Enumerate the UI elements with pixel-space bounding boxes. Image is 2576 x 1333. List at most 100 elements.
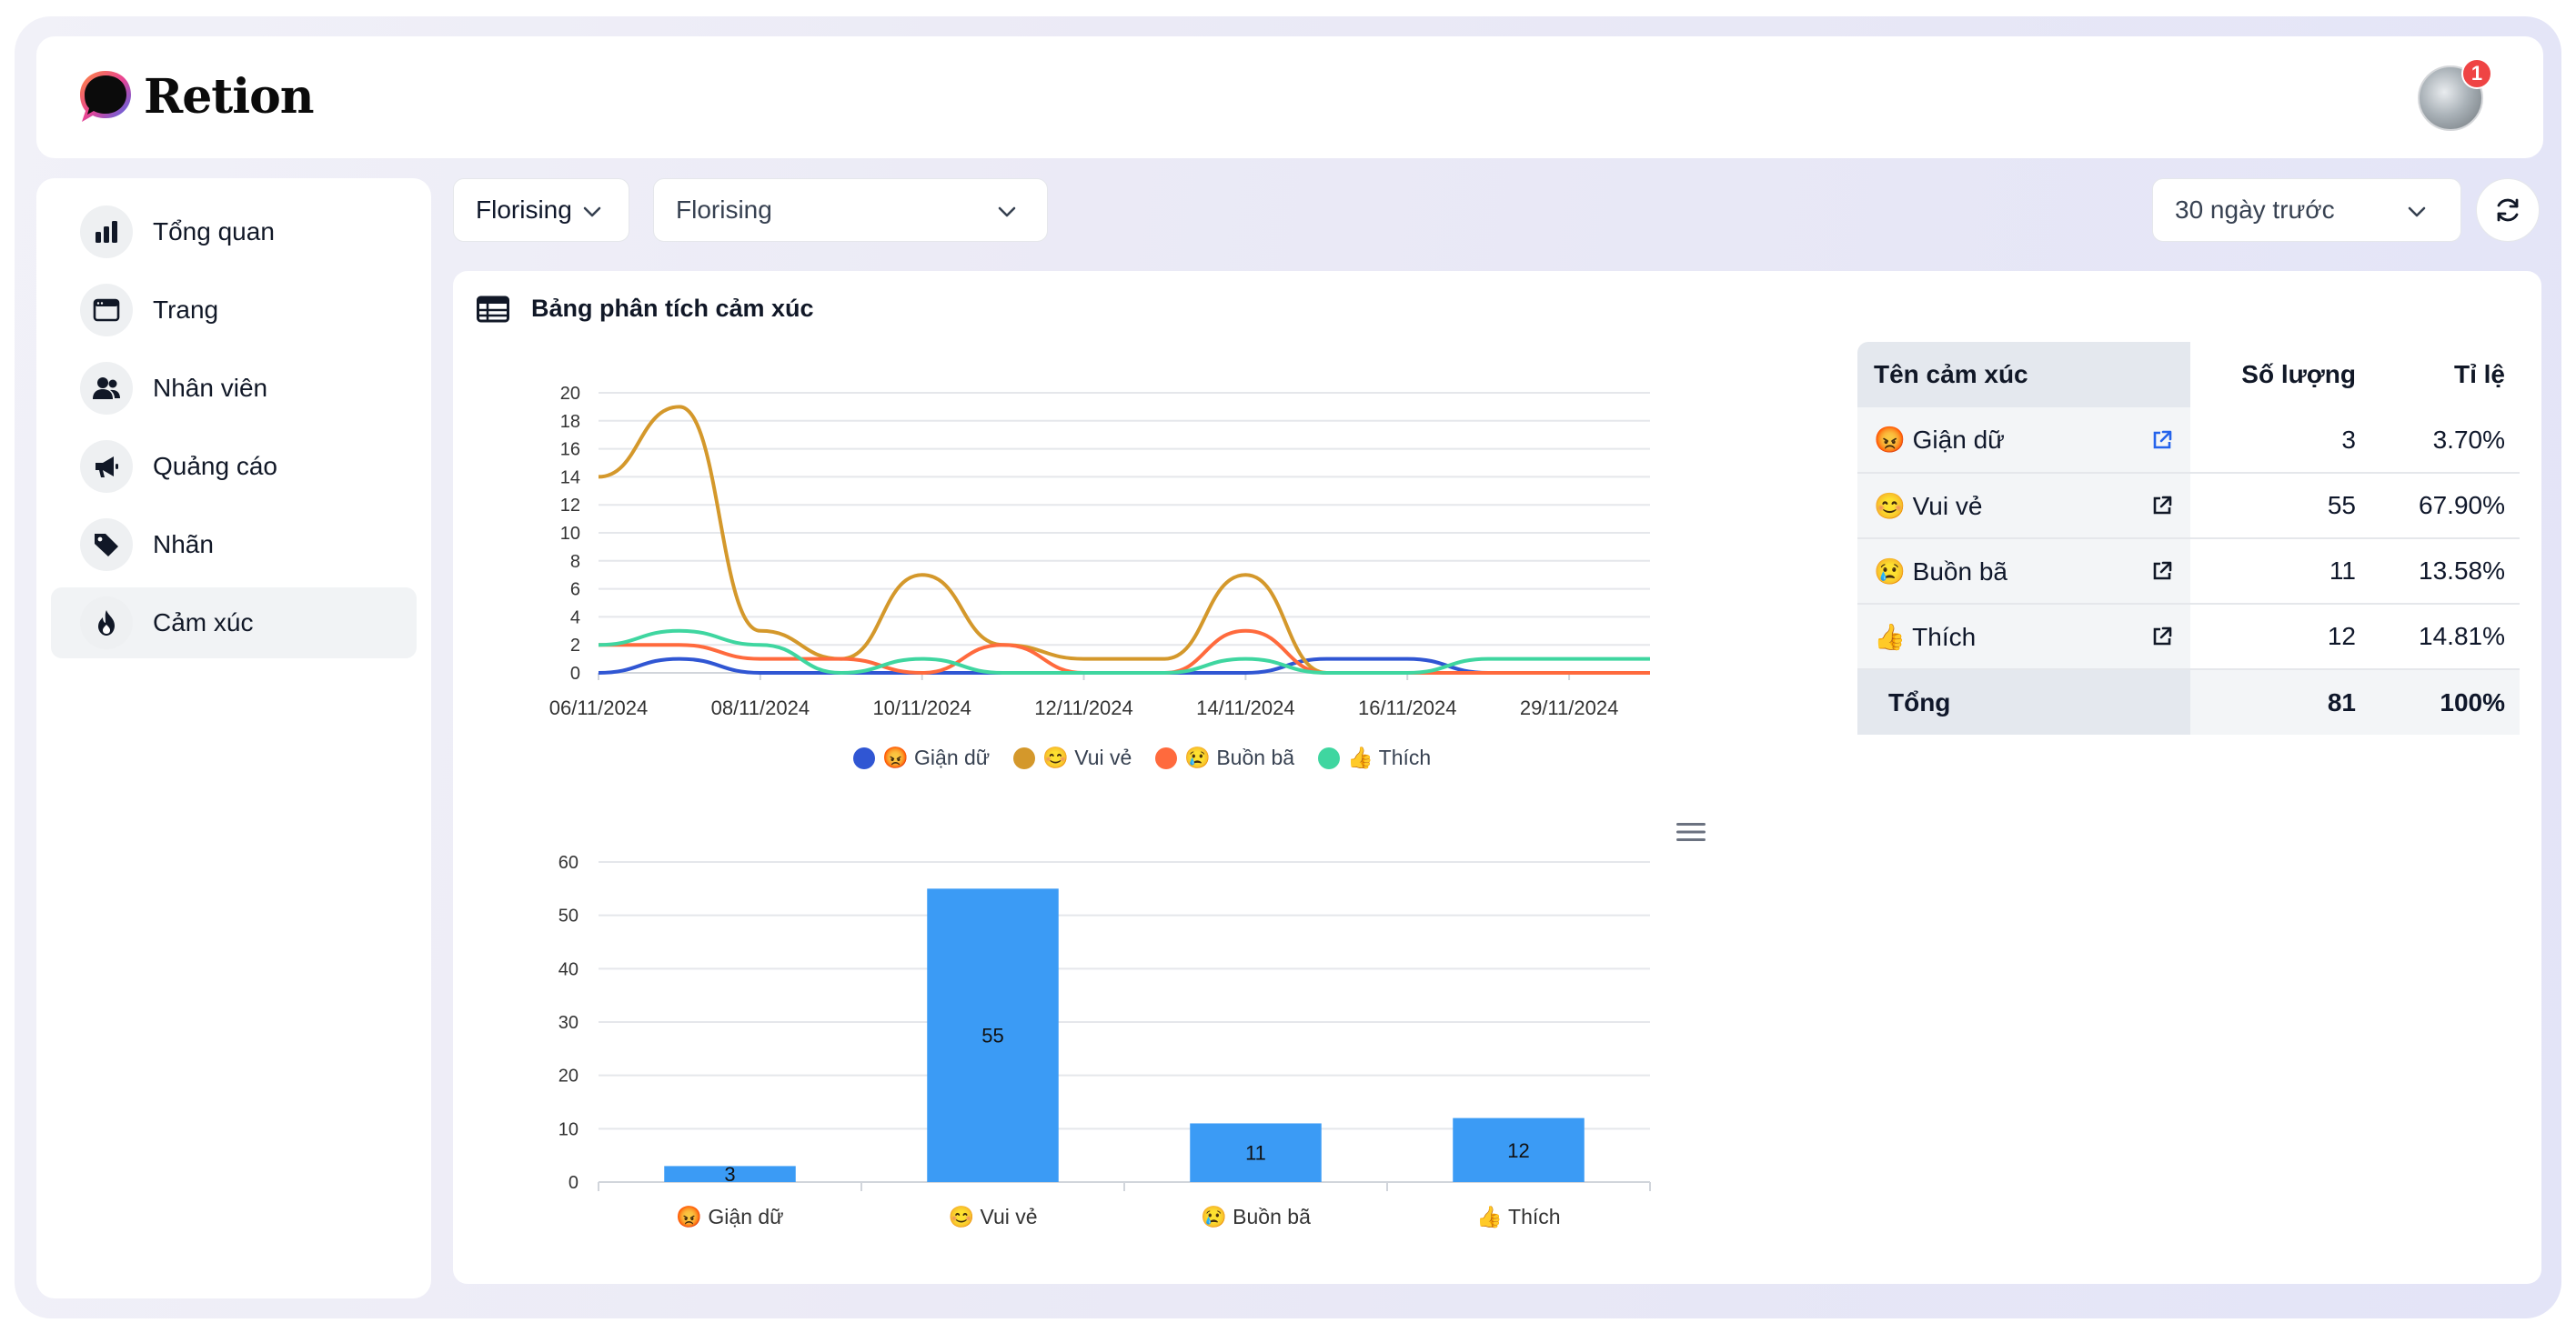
chevron-down-icon xyxy=(2408,206,2426,217)
user-avatar-button[interactable]: 1 xyxy=(2418,58,2492,133)
emotion-line-chart: 0 2 4 6 8 10 12 14 16 18 20 06/11/2024 08/11/2024 10/… xyxy=(549,384,1650,719)
date-range-value: 30 ngày trước xyxy=(2175,195,2335,224)
y-tick-label: 30 xyxy=(558,1013,579,1033)
y-tick-label: 20 xyxy=(560,384,580,404)
y-tick-label: 10 xyxy=(560,524,580,544)
legend-item-sad[interactable]: 😢 Buồn bã xyxy=(1155,746,1294,770)
x-tick-label: 29/11/2024 xyxy=(1520,697,1618,719)
sidebar-item-emotions[interactable]: Cảm xúc xyxy=(51,587,417,658)
series-line xyxy=(598,656,1650,675)
y-tick-label: 4 xyxy=(570,607,580,627)
x-tick-label: 10/11/2024 xyxy=(872,697,971,719)
y-tick-label: 0 xyxy=(570,664,580,684)
y-tick-label: 14 xyxy=(560,467,580,487)
browser-window-icon xyxy=(80,284,133,336)
emotion-bar-chart: 0 10 20 30 40 50 60 3 😡 Giận dữ 55 😊 Vui vẻ 11 😢 Buồ… xyxy=(558,853,1651,1229)
legend-item-happy[interactable]: 😊 Vui vẻ xyxy=(1013,746,1132,770)
chevron-down-icon xyxy=(583,206,601,217)
emotion-count: 11 xyxy=(2190,538,2356,605)
chat-bubble-logo-icon xyxy=(80,71,131,122)
page-dropdown-value: Florising xyxy=(676,195,772,224)
users-icon xyxy=(80,362,133,415)
emotion-name: 😡 Giận dữ xyxy=(1874,426,2005,454)
y-tick-label: 8 xyxy=(570,552,580,572)
column-header-count[interactable]: Số lượng xyxy=(2190,342,2356,407)
notification-badge: 1 xyxy=(2461,58,2492,89)
x-category-label: 😡 Giận dữ xyxy=(676,1205,783,1228)
emotion-ratio: 67.90% xyxy=(2356,473,2520,539)
sidebar-item-staff[interactable]: Nhân viên xyxy=(51,353,417,424)
refresh-button[interactable] xyxy=(2476,178,2540,242)
x-tick-label: 16/11/2024 xyxy=(1358,697,1456,719)
sidebar-item-label: Nhãn xyxy=(153,530,214,558)
emotion-analysis-panel: Bảng phân tích cảm xúc 0 2 4 6 8 10 12 14 16 18 20… xyxy=(453,271,2541,1284)
external-link-icon[interactable] xyxy=(2150,494,2174,517)
chevron-down-icon xyxy=(998,206,1016,217)
fire-icon xyxy=(80,596,133,649)
column-header-ratio[interactable]: Tỉ lệ xyxy=(2356,342,2520,407)
emotion-name: 😊 Vui vẻ xyxy=(1874,491,1983,520)
emotion-ratio: 14.81% xyxy=(2356,604,2520,670)
x-tick-label: 08/11/2024 xyxy=(711,697,810,719)
table-row: 😢 Buồn bã 11 13.58% xyxy=(1857,538,2520,605)
brand-logo[interactable]: Retion xyxy=(76,67,315,125)
y-tick-label: 0 xyxy=(569,1173,579,1193)
sidebar-item-label: Trang xyxy=(153,296,219,324)
emotion-table: Tên cảm xúc Số lượng Tỉ lệ 😡 Giận dữ 3 3… xyxy=(1857,342,2520,735)
series-line xyxy=(598,405,1650,675)
brand-name: Retion xyxy=(144,68,315,125)
external-link-icon[interactable] xyxy=(2150,625,2174,648)
y-tick-label: 6 xyxy=(570,580,580,600)
external-link-icon[interactable] xyxy=(2150,559,2174,583)
sidebar-item-pages[interactable]: Trang xyxy=(51,275,417,346)
legend-item-angry[interactable]: 😡 Giận dữ xyxy=(853,746,990,770)
emotion-ratio: 3.70% xyxy=(2356,407,2520,474)
total-ratio: 100% xyxy=(2356,669,2520,735)
y-tick-label: 10 xyxy=(558,1119,579,1139)
x-category-label: 👍 Thích xyxy=(1476,1205,1560,1229)
x-category-label: 😢 Buồn bã xyxy=(1201,1205,1311,1228)
page-select[interactable]: Florising xyxy=(453,178,629,242)
x-tick-label: 06/11/2024 xyxy=(549,697,648,719)
y-tick-label: 2 xyxy=(570,636,580,656)
y-tick-label: 16 xyxy=(560,440,580,460)
page-select-value: Florising xyxy=(476,195,572,224)
top-header: Retion 1 xyxy=(36,36,2543,158)
legend-dot xyxy=(1318,747,1341,769)
y-tick-label: 40 xyxy=(558,959,579,979)
bar-value-label: 12 xyxy=(1507,1139,1529,1162)
legend-dot xyxy=(1013,747,1036,769)
sidebar-item-ads[interactable]: Quảng cáo xyxy=(51,431,417,502)
legend-dot xyxy=(1155,747,1178,769)
y-tick-label: 60 xyxy=(558,853,579,873)
table-row: 👍 Thích 12 14.81% xyxy=(1857,604,2520,670)
external-link-icon[interactable] xyxy=(2150,428,2174,452)
bar xyxy=(927,888,1059,1182)
bar-value-label: 3 xyxy=(724,1163,735,1186)
emotion-name: 👍 Thích xyxy=(1874,622,1977,651)
table-row: 😡 Giận dữ 3 3.70% xyxy=(1857,407,2520,474)
page-dropdown[interactable]: Florising xyxy=(653,178,1048,242)
line-chart-legend: 😡 Giận dữ 😊 Vui vẻ 😢 Buồn bã 👍 Thích xyxy=(853,746,1431,770)
x-tick-label: 12/11/2024 xyxy=(1034,697,1132,719)
tag-icon xyxy=(80,518,133,571)
megaphone-icon xyxy=(80,440,133,493)
series-line xyxy=(598,628,1650,675)
bar xyxy=(1190,1123,1322,1182)
panel-header: Bảng phân tích cảm xúc xyxy=(477,295,814,323)
sidebar-item-tags[interactable]: Nhãn xyxy=(51,509,417,580)
sidebar-item-label: Nhân viên xyxy=(153,374,268,402)
chart-menu-icon[interactable] xyxy=(1675,820,1706,844)
legend-label: 👍 Thích xyxy=(1347,746,1432,769)
legend-item-like[interactable]: 👍 Thích xyxy=(1318,746,1431,770)
emotion-count: 3 xyxy=(2190,407,2356,474)
column-header-name[interactable]: Tên cảm xúc xyxy=(1857,342,2190,407)
date-range-select[interactable]: 30 ngày trước xyxy=(2152,178,2461,242)
y-tick-label: 20 xyxy=(558,1067,579,1087)
table-total-row: Tổng 81 100% xyxy=(1857,669,2520,735)
bar xyxy=(664,1166,796,1182)
legend-dot xyxy=(853,747,875,769)
sidebar-item-overview[interactable]: Tổng quan xyxy=(51,196,417,267)
sidebar-item-label: Tổng quan xyxy=(153,217,275,246)
emotion-name: 😢 Buồn bã xyxy=(1874,556,2007,586)
